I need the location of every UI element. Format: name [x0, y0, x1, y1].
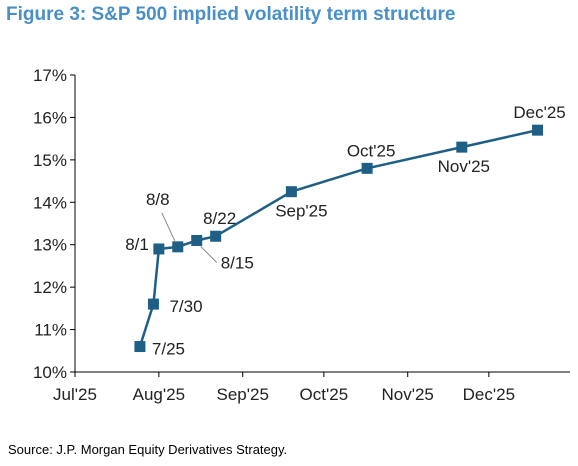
x-tick-label: Dec'25 [463, 385, 515, 404]
x-tick-label: Sep'25 [217, 385, 269, 404]
data-label: Nov'25 [438, 157, 490, 176]
data-label: 7/25 [152, 340, 185, 359]
data-label: 8/1 [125, 235, 149, 254]
chart-title: Figure 3: S&P 500 implied volatility ter… [6, 4, 456, 25]
data-label: 8/15 [221, 253, 254, 272]
data-point-marker [456, 141, 468, 153]
x-tick-label: Aug'25 [133, 385, 185, 404]
data-point-marker [285, 186, 297, 198]
y-tick-label: 13% [33, 236, 67, 255]
source-note: Source: J.P. Morgan Equity Derivatives S… [8, 442, 288, 457]
y-tick-label: 11% [34, 321, 67, 340]
data-point-marker [153, 243, 165, 255]
label-leader-line [200, 246, 218, 263]
series-line [134, 124, 544, 353]
label-leader-line [161, 212, 176, 242]
x-tick-label: Nov'25 [382, 385, 434, 404]
data-point-marker [172, 241, 184, 253]
data-point-marker [532, 124, 544, 136]
y-tick-label: 15% [33, 151, 67, 170]
y-tick-label: 14% [33, 193, 67, 212]
data-label: 8/22 [203, 209, 236, 228]
y-tick-label: 16% [33, 108, 67, 127]
data-label: Dec'25 [513, 103, 565, 122]
data-point-marker [361, 162, 373, 174]
x-tick-label: Oct'25 [300, 385, 349, 404]
data-label: Sep'25 [275, 202, 327, 221]
data-point-marker [210, 230, 222, 242]
y-tick-label: 12% [33, 278, 67, 297]
y-tick-label: 17% [33, 66, 67, 85]
series-polyline [138, 128, 538, 347]
data-labels: 7/25 7/30 8/1 8/8 8/15 8/22 Sep'25 Oct'25 Nov'25… [125, 103, 566, 358]
data-label: Oct'25 [347, 141, 396, 160]
data-point-marker [147, 298, 159, 310]
data-point-marker [134, 341, 146, 353]
x-tick-label: Jul'25 [53, 385, 97, 404]
data-point-marker [191, 234, 203, 246]
axes: 10% 11% 12% 13% 14% 15% 16% 17% Jul'25 Aug'25 Sep'… [33, 66, 570, 404]
data-label: 7/30 [169, 297, 202, 316]
data-label: 8/8 [146, 190, 170, 209]
y-tick-label: 10% [33, 363, 67, 382]
